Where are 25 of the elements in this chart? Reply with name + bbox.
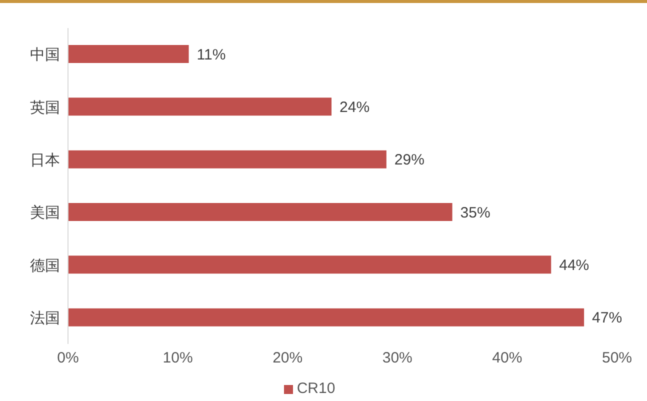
bar (68, 98, 332, 116)
bar (68, 45, 189, 63)
x-tick-label: 10% (162, 350, 193, 367)
y-tick-label: 德国 (30, 257, 60, 274)
data-label: 44% (559, 256, 590, 274)
bar (68, 150, 386, 168)
y-tick-label: 日本 (30, 152, 60, 169)
legend-label: CR10 (296, 380, 336, 397)
x-tick-label: 0% (57, 350, 79, 367)
data-label: 24% (340, 98, 370, 116)
data-label: 47% (592, 310, 622, 327)
y-tick-label: 美国 (30, 204, 60, 222)
data-label: 35% (460, 204, 490, 222)
x-tick-label: 30% (382, 350, 412, 367)
y-tick-label: 英国 (30, 99, 60, 116)
data-label: 29% (394, 152, 424, 169)
x-tick-label: 20% (272, 350, 303, 367)
bar (68, 308, 584, 326)
y-tick-label: 法国 (30, 310, 60, 327)
bar (68, 203, 452, 221)
data-label: 11% (196, 46, 226, 64)
y-tick-label: 中国 (30, 46, 60, 64)
x-tick-label: 40% (492, 350, 522, 367)
bar (68, 256, 552, 274)
x-tick-label: 50% (602, 350, 632, 367)
